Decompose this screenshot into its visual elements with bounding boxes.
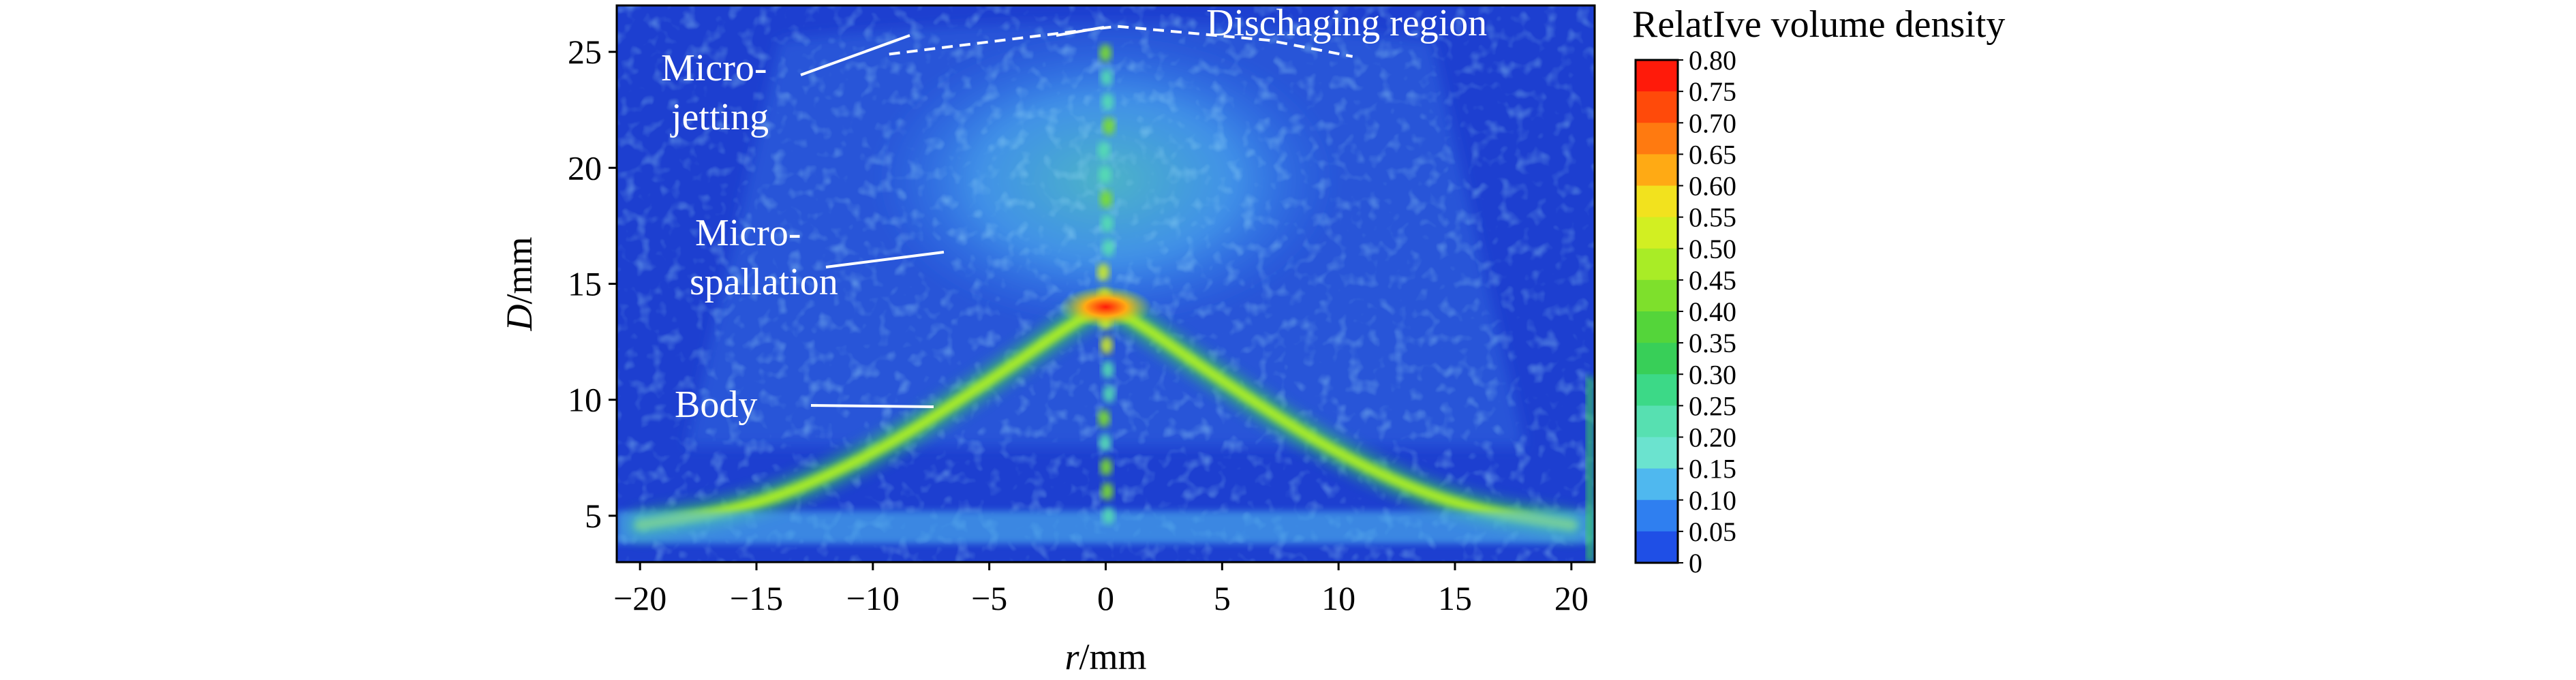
y-tick-label: 5 <box>585 497 602 535</box>
x-axis-title: r/mm <box>1064 636 1146 677</box>
colorbar-tick-label: 0.60 <box>1689 171 1736 202</box>
colorbar-swatch <box>1636 437 1678 469</box>
colorbar-tick-label: 0.45 <box>1689 265 1736 296</box>
x-tick-label: 15 <box>1438 579 1472 617</box>
colorbar-tick-label: 0.70 <box>1689 108 1736 138</box>
colorbar-swatch <box>1636 185 1678 218</box>
annotation-micro-spallation-line2: spallation <box>690 261 838 303</box>
jet-blob <box>1102 506 1115 525</box>
jet-blob <box>1101 360 1114 379</box>
x-tick-label: −20 <box>613 579 666 617</box>
colorbar-swatch <box>1636 374 1678 406</box>
jet-blob <box>1101 482 1114 501</box>
colorbar-swatch <box>1636 311 1678 343</box>
colorbar-swatch <box>1636 217 1678 249</box>
jet-blob <box>1103 385 1116 403</box>
annotation-discharging-region: Dischaging region <box>1206 2 1487 44</box>
y-tick-label: 15 <box>568 265 602 303</box>
micro-jetting-leader-line <box>800 34 910 76</box>
heatmap-field <box>617 5 1595 562</box>
colorbar-tick-label: 0.20 <box>1689 422 1736 453</box>
colorbar-swatch <box>1636 123 1678 155</box>
jet-blob <box>1100 190 1113 208</box>
jet-blob <box>1100 458 1113 476</box>
colorbar-swatch <box>1636 60 1678 92</box>
x-axis-variable: r <box>1064 636 1079 677</box>
colorbar-swatch <box>1636 499 1678 532</box>
colorbar-swatch <box>1636 279 1678 312</box>
colorbar-swatch <box>1636 468 1678 501</box>
colorbar-tick-label: 0.80 <box>1689 45 1736 76</box>
colorbar-tick-label: 0.50 <box>1689 234 1736 264</box>
colorbar-swatch <box>1636 531 1678 563</box>
jet-blob <box>1097 409 1110 427</box>
x-tick-label: −5 <box>971 579 1007 617</box>
colorbar-swatch <box>1636 405 1678 437</box>
colorbar-tick-label: 0.75 <box>1689 76 1736 107</box>
jet-blob <box>1097 141 1110 159</box>
x-tick-label: −15 <box>730 579 783 617</box>
jet-blob <box>1097 263 1109 281</box>
colorbar-swatch <box>1636 248 1678 281</box>
colorbar-tick-label: 0.30 <box>1689 359 1736 390</box>
x-axis-unit: /mm <box>1079 636 1147 677</box>
colorbar: RelatIve volume density0.800.750.700.650… <box>1632 3 2005 578</box>
discharging-boundary-dashed <box>889 25 1353 58</box>
jet-blob <box>1099 44 1112 62</box>
jet-blob <box>1100 336 1113 354</box>
hot-spot <box>1059 286 1152 328</box>
colorbar-swatch <box>1636 154 1678 186</box>
micro-spallation-leader-line <box>825 251 945 268</box>
annotation-micro-jetting-line2: jetting <box>670 96 769 138</box>
colorbar-tick-label: 0.15 <box>1689 454 1736 484</box>
y-tick-label: 20 <box>568 149 602 187</box>
body-leader-line <box>810 404 934 408</box>
annotation-body: Body <box>675 384 757 426</box>
x-tick-label: −10 <box>846 579 900 617</box>
discharging-leader-line <box>1056 26 1105 37</box>
x-tick-label: 5 <box>1214 579 1231 617</box>
y-tick-label: 10 <box>568 381 602 419</box>
annotation-micro-spallation-line1: Micro- <box>695 212 801 254</box>
colorbar-title: RelatIve volume density <box>1632 3 2005 46</box>
jet-blob <box>1101 93 1114 111</box>
colorbar-tick-label: 0 <box>1689 548 1702 578</box>
y-axis-variable: D <box>499 305 540 332</box>
colorbar-tick-label: 0.25 <box>1689 390 1736 421</box>
y-tick-label: 25 <box>568 33 602 71</box>
jet-blob <box>1100 68 1113 87</box>
colorbar-tick-label: 0.35 <box>1689 328 1736 358</box>
jet-blob <box>1099 433 1111 452</box>
colorbar-tick-label: 0.55 <box>1689 202 1736 233</box>
colorbar-tick-label: 0.40 <box>1689 296 1736 327</box>
jet-blob <box>1103 117 1116 136</box>
y-axis-title: D/mm <box>499 236 540 331</box>
y-axis-unit: /mm <box>499 236 540 304</box>
x-tick-label: 10 <box>1321 579 1355 617</box>
colorbar-tick-label: 0.10 <box>1689 485 1736 516</box>
x-tick-label: 20 <box>1554 579 1589 617</box>
jet-blob <box>1102 238 1115 257</box>
colorbar-tick-label: 0.65 <box>1689 139 1736 170</box>
colorbar-swatch <box>1636 343 1678 375</box>
colorbar-tick-label: 0.05 <box>1689 516 1736 547</box>
edge-stripe <box>1586 376 1593 562</box>
annotations: Dischaging region Micro-jetting Micro-spal… <box>661 2 1487 426</box>
jet-blob <box>1101 214 1114 232</box>
heatmap-plot <box>617 5 1595 562</box>
annotation-micro-jetting-line1: Micro- <box>661 47 767 89</box>
x-tick-label: 0 <box>1097 579 1114 617</box>
jet-blob <box>1099 166 1111 184</box>
colorbar-swatch <box>1636 91 1678 123</box>
